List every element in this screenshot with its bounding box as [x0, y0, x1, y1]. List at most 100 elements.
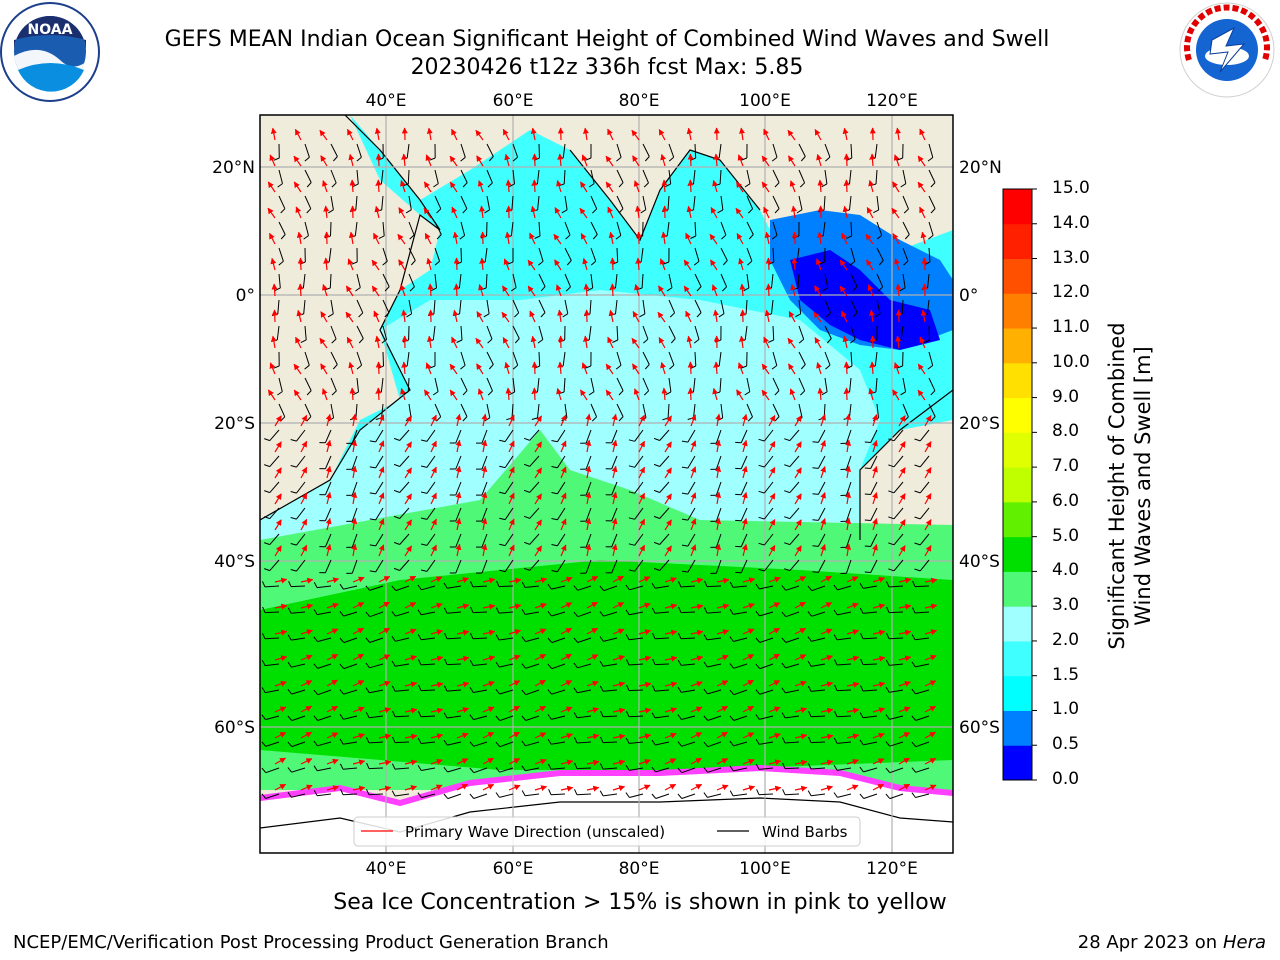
wind-barb-flag [510, 287, 517, 292]
top-lon-label: 80°E [619, 91, 660, 111]
wave-direction-arrow [560, 544, 567, 557]
wind-barb [893, 481, 904, 494]
wind-barb-flag [277, 391, 283, 396]
wind-barb [408, 247, 416, 261]
wind-barb-flag [616, 157, 622, 162]
wave-direction-arrow [716, 731, 729, 739]
colorbar-swatch [1003, 745, 1032, 781]
wave-direction-arrow [481, 543, 488, 557]
wind-barb-flag [469, 714, 474, 720]
wind-barb [380, 169, 384, 184]
wind-barb [902, 247, 909, 262]
wave-direction-arrow [482, 655, 496, 662]
wind-barb [681, 793, 696, 799]
wind-barb [694, 351, 697, 367]
wave-direction-arrow [787, 129, 796, 141]
wave-direction-arrow [761, 389, 770, 401]
right-lat-label: 0° [959, 286, 978, 306]
wind-barb-flag [365, 611, 371, 618]
wind-barb-flag [626, 684, 630, 691]
wave-direction-arrow [501, 311, 510, 323]
wind-barb-flag [512, 364, 519, 370]
wind-barb-flag [540, 286, 546, 292]
wave-direction-arrow [612, 602, 625, 609]
wind-barb [330, 169, 337, 184]
wind-barb [817, 455, 826, 469]
wave-direction-arrow [690, 783, 703, 791]
wind-barb-flag [693, 261, 700, 266]
wave-direction-arrow [820, 518, 826, 531]
wave-direction-arrow [349, 179, 356, 193]
wind-barb [772, 143, 778, 158]
wave-direction-arrow [378, 759, 392, 766]
wind-barb-flag [391, 660, 396, 667]
wind-barb-flag [825, 312, 831, 318]
wind-barb [634, 533, 644, 546]
wind-barb [874, 351, 878, 366]
wind-barb [720, 221, 727, 236]
wave-direction-arrow [555, 284, 562, 297]
wave-direction-arrow [794, 654, 807, 661]
wind-barb-flag [262, 581, 266, 588]
wave-direction-arrow [687, 153, 694, 167]
wind-barb [529, 507, 540, 519]
wave-direction-arrow [401, 361, 408, 375]
wave-direction-arrow [761, 181, 770, 193]
wind-barb-flag [392, 711, 396, 717]
wave-direction-arrow [300, 731, 313, 739]
colorbar-swatch [1003, 258, 1032, 294]
wind-barb [460, 351, 466, 366]
wave-direction-arrow [400, 388, 406, 401]
wind-barb [588, 325, 592, 340]
wind-barb-flag [290, 439, 297, 442]
wave-direction-arrow [638, 733, 652, 740]
wave-direction-arrow [690, 681, 703, 687]
wave-direction-arrow [820, 440, 826, 453]
wave-direction-arrow [351, 517, 358, 531]
wave-direction-arrow [612, 707, 626, 714]
wind-barb [603, 637, 618, 642]
wind-barb-flag [495, 688, 500, 695]
wave-direction-arrow [585, 413, 592, 427]
wave-direction-arrow [375, 387, 382, 401]
wind-barb-flag [677, 659, 682, 666]
wave-direction-arrow [635, 257, 642, 271]
wave-direction-arrow [789, 388, 796, 401]
wind-barb [659, 481, 670, 493]
wave-direction-arrow [716, 705, 729, 713]
wind-barb-flag [406, 313, 412, 318]
wind-barb-flag [261, 714, 266, 720]
wind-barb-flag [669, 364, 675, 370]
wave-direction-arrow [527, 259, 536, 271]
wind-barb [576, 793, 592, 796]
wave-direction-arrow [430, 655, 444, 662]
wind-barb [356, 377, 359, 392]
wind-barb-flag [615, 235, 622, 240]
wind-barb-flag [808, 736, 812, 743]
wind-barb [510, 221, 514, 236]
wave-direction-arrow [295, 336, 302, 349]
wind-barb [789, 559, 800, 571]
wind-barb-flag [612, 339, 619, 343]
wind-barb-flag [417, 584, 422, 591]
wind-barb-flag [327, 313, 334, 318]
wind-barb [290, 611, 306, 614]
wind-barb-flag [443, 793, 449, 799]
wind-barb [562, 143, 566, 158]
wind-barb [876, 299, 881, 314]
wind-barb-flag [352, 391, 359, 396]
wave-direction-arrow [325, 543, 332, 557]
wave-direction-arrow [274, 731, 287, 739]
wind-barb-flag [566, 260, 572, 266]
wave-direction-arrow [378, 601, 391, 609]
wind-barb-flag [261, 660, 266, 666]
wave-direction-arrow [430, 518, 437, 531]
wind-barb-flag [456, 339, 463, 343]
wind-barb-flag [888, 568, 895, 572]
wave-direction-arrow [401, 153, 408, 167]
wind-barb [529, 429, 540, 441]
wave-direction-arrow [323, 257, 330, 271]
wind-barb [499, 663, 514, 668]
wave-direction-arrow [738, 257, 744, 271]
wind-barb [375, 507, 384, 521]
